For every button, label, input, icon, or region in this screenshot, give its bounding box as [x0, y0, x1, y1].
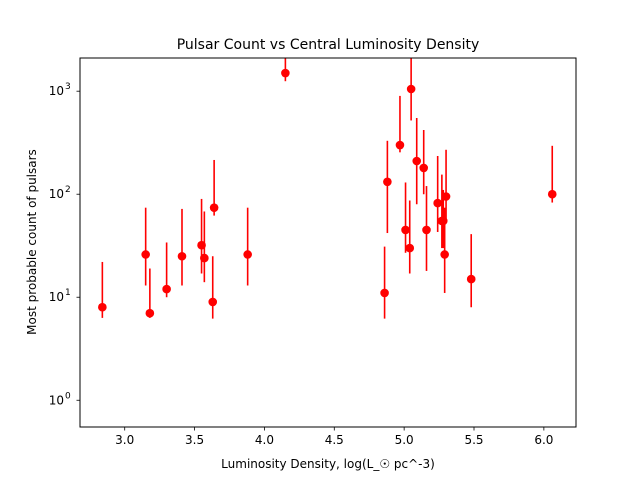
data-point — [141, 250, 150, 259]
chart-title: Pulsar Count vs Central Luminosity Densi… — [177, 37, 480, 53]
data-point — [177, 251, 187, 261]
x-tick-label: 3.0 — [115, 433, 134, 447]
x-axis-label: Luminosity Density, log(L_☉ pc^-3) — [221, 457, 435, 471]
y-tick-label: 10 — [49, 393, 64, 407]
data-point — [281, 68, 290, 78]
data-marks — [98, 58, 557, 319]
data-point — [547, 189, 557, 199]
y-tick-exponent: 0 — [65, 391, 71, 401]
y-tick-label: 10 — [49, 187, 64, 201]
data-point — [200, 253, 209, 263]
data-point — [145, 308, 155, 318]
data-point — [395, 140, 405, 150]
data-point — [380, 288, 389, 298]
data-point — [405, 243, 415, 253]
x-tick-label: 4.5 — [325, 433, 344, 447]
x-tick-label: 4.0 — [255, 433, 274, 447]
data-point — [433, 198, 442, 208]
data-point — [406, 84, 416, 94]
x-tick-label: 5.0 — [395, 433, 414, 447]
data-point — [243, 250, 252, 259]
plot-frame — [79, 57, 577, 428]
x-tick-label: 3.5 — [185, 433, 204, 447]
data-point — [440, 250, 449, 259]
y-axis-label: Most probable count of pulsars — [25, 149, 39, 335]
data-point — [401, 225, 410, 235]
y-tick-exponent: 2 — [65, 185, 71, 195]
data-point — [441, 192, 451, 201]
x-axis-ticks: 3.0 3.5 4.0 4.5 5.0 5.5 6.0 — [115, 427, 553, 447]
x-tick-label: 6.0 — [534, 433, 553, 447]
y-tick-exponent: 3 — [65, 82, 71, 92]
x-tick-label: 5.5 — [464, 433, 483, 447]
data-point — [209, 203, 219, 212]
data-point — [208, 297, 218, 307]
data-point — [162, 284, 171, 294]
y-tick-label: 10 — [49, 290, 64, 304]
y-tick-exponent: 1 — [65, 288, 71, 298]
data-point — [422, 225, 431, 235]
y-tick-label: 10 — [49, 84, 64, 98]
data-point — [98, 302, 107, 312]
data-point — [383, 177, 392, 187]
data-point — [466, 274, 476, 284]
data-point — [419, 163, 429, 173]
data-point — [412, 156, 422, 166]
